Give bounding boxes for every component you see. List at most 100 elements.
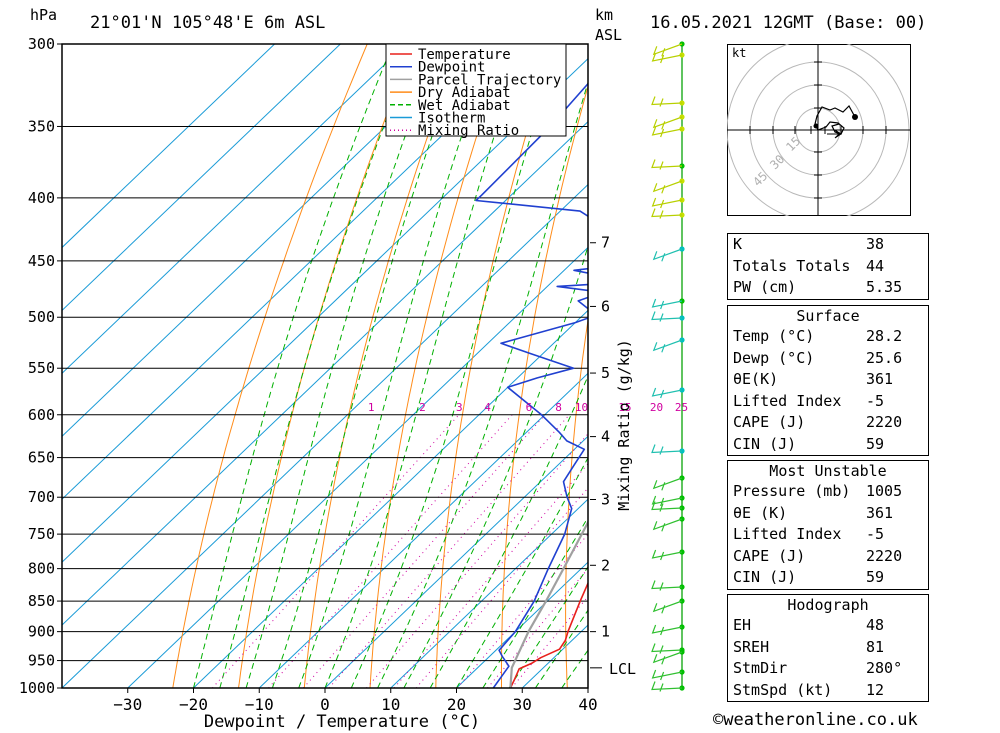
- legend-label: Mixing Ratio: [418, 123, 519, 139]
- mixing-ratio-axis-title: Mixing Ratio (g/kg): [615, 339, 633, 511]
- hodograph-stats-title: Hodograph: [787, 596, 869, 614]
- x-axis-title: Dewpoint / Temperature (°C): [204, 712, 480, 732]
- isotherm-line: [258, 372, 588, 688]
- temperature-tick-label: 0: [320, 695, 330, 714]
- hodograph: kt 15 30 45: [727, 44, 911, 216]
- isotherm-line: [62, 44, 407, 375]
- temperature-tick-label: 40: [578, 695, 597, 714]
- mixing-ratio-label: 2: [419, 401, 426, 414]
- isotherm-line: [62, 183, 588, 688]
- station-location: 21°01'N 105°48'E 6m ASL: [90, 13, 326, 33]
- wind-barb: [651, 52, 683, 64]
- parcel-trajectory-curve: [509, 520, 588, 688]
- hodograph-unit-label: kt: [732, 46, 746, 60]
- wind-barb: [652, 600, 683, 614]
- temperature-tick-label: 10: [381, 695, 400, 714]
- hodograph-stats-row: EH 48: [733, 616, 885, 634]
- wind-barb: [651, 669, 683, 681]
- pressure-tick-label: 800: [28, 560, 55, 578]
- pressure-tick-label: 450: [28, 252, 55, 270]
- index-row: PW (cm) 5.35: [733, 278, 903, 296]
- pressure-tick-label: 750: [28, 525, 55, 543]
- wind-barb: [652, 180, 683, 194]
- pressure-tick-label: 650: [28, 449, 55, 467]
- wind-barb: [651, 208, 683, 219]
- wind-barb: [652, 518, 683, 532]
- mixing-ratio-label: 20: [650, 401, 663, 414]
- pressure-tick-label: 850: [28, 592, 55, 610]
- dry-adiabat-line: [369, 44, 508, 688]
- hpa-unit-label: hPa: [30, 6, 58, 24]
- wet-adiabat-line: [350, 44, 561, 688]
- pressure-tick-label: 300: [28, 35, 55, 53]
- hodograph-stats-row: StmDir 280°: [733, 659, 903, 677]
- wind-barbs: [651, 41, 685, 692]
- legend-label: Isotherm: [418, 111, 485, 127]
- surface-row: Dewp (°C) 25.6: [733, 348, 903, 367]
- km-tick-label: 4: [601, 428, 610, 446]
- temperature-curve: [509, 581, 588, 688]
- isotherm-line: [62, 58, 588, 563]
- index-row: K 38: [733, 235, 885, 253]
- hodograph-storm-dot: [852, 114, 858, 120]
- most-unstable-row: Pressure (mb) 1005: [733, 482, 903, 500]
- wind-barb: [652, 43, 683, 57]
- isotherm-line: [62, 44, 275, 249]
- km-unit-label: km: [595, 6, 614, 24]
- isotherm-line: [390, 498, 588, 688]
- pressure-tick-label: 400: [28, 189, 55, 207]
- isotherm-line: [456, 561, 588, 688]
- most-unstable-row: CIN (J) 59: [733, 568, 885, 586]
- wind-barb: [651, 387, 683, 399]
- wind-barb: [651, 643, 683, 654]
- wind-barb: [652, 116, 683, 130]
- legend-label: Wet Adiabat: [418, 98, 511, 114]
- mixing-ratio-label: 1: [368, 401, 375, 414]
- temperature-tick-label: 20: [447, 695, 466, 714]
- pressure-tick-label: 950: [28, 652, 55, 670]
- mixing-ratio-label: 8: [555, 401, 562, 414]
- km-tick-label: 2: [601, 556, 610, 574]
- wind-barb: [651, 96, 683, 107]
- most-unstable-table: Most Unstable Pressure (mb) 1005 θE (K) 36…: [727, 460, 929, 590]
- mixing-ratio-label: 3: [456, 401, 463, 414]
- isotherm-line: [62, 44, 341, 312]
- wet-adiabat-line: [245, 44, 440, 688]
- wet-adiabat-line: [534, 609, 588, 688]
- dry-adiabat-line: [172, 44, 368, 688]
- surface-row: CIN (J) 59: [733, 434, 885, 453]
- dewpoint-curve: [475, 82, 588, 688]
- mixing-ratio-label: 6: [526, 401, 533, 414]
- wind-barb: [651, 580, 683, 591]
- km-tick-label: 6: [601, 297, 610, 315]
- km-tick-label: 5: [601, 364, 610, 382]
- most-unstable-row: θE (K) 361: [733, 503, 894, 522]
- legend-label: Dry Adiabat: [418, 85, 511, 101]
- temperature-tick-label: −20: [179, 695, 208, 714]
- isotherm-line: [62, 44, 473, 437]
- wind-barb: [651, 197, 683, 209]
- pressure-tick-label: 350: [28, 117, 55, 135]
- wind-barb: [651, 444, 683, 455]
- plot-frame: [61, 43, 589, 689]
- valid-datetime: 16.05.2021 12GMT (Base: 00): [650, 13, 927, 33]
- wind-barb: [652, 248, 683, 262]
- copyright-link[interactable]: ©weatheronline.co.uk: [713, 710, 918, 730]
- isotherm-line: [324, 435, 588, 688]
- pressure-tick-label: 1000: [19, 679, 55, 697]
- dry-adiabat-line: [628, 44, 694, 688]
- dry-adiabat-line: [238, 44, 415, 688]
- hodograph-stats-row: SREH 81: [733, 637, 885, 656]
- surface-row: CAPE (J) 2220: [733, 413, 903, 431]
- pressure-tick-label: 600: [28, 406, 55, 424]
- hodograph-stats-row: StmSpd (kt) 12: [733, 680, 885, 699]
- temperature-tick-label: 30: [513, 695, 532, 714]
- surface-row: θE(K) 361: [733, 370, 894, 388]
- legend-label: Parcel Trajectory: [418, 72, 561, 88]
- legend-label: Temperature: [418, 47, 511, 63]
- wind-barb: [651, 159, 683, 170]
- most-unstable-title: Most Unstable: [769, 462, 887, 480]
- wind-barb: [651, 495, 683, 507]
